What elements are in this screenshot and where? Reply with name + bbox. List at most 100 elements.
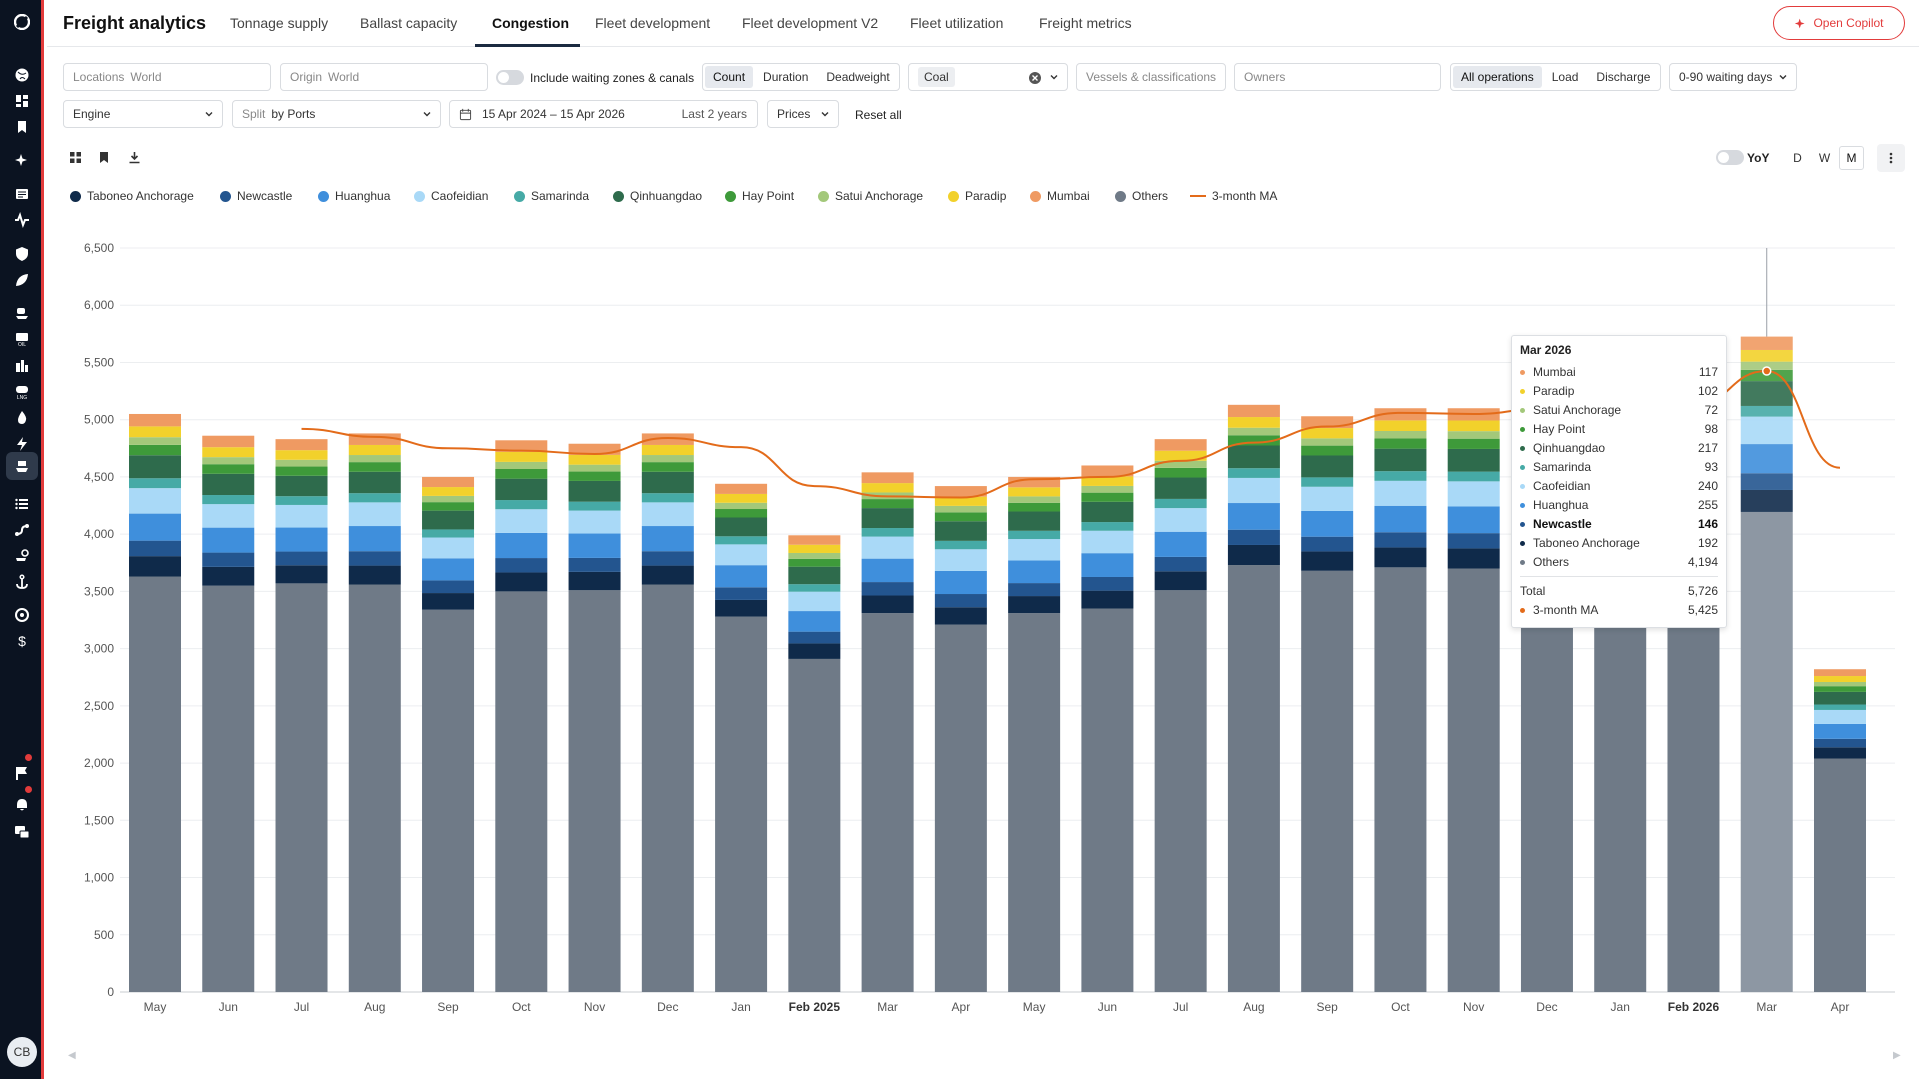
dashboard-icon[interactable] bbox=[0, 88, 44, 114]
bar-segment[interactable] bbox=[641, 526, 694, 552]
bar-segment[interactable] bbox=[715, 517, 768, 537]
bar-segment[interactable] bbox=[1008, 496, 1061, 503]
operation-discharge-option[interactable]: Discharge bbox=[1596, 70, 1651, 84]
bar-segment-others[interactable] bbox=[934, 624, 987, 992]
bar-segment[interactable] bbox=[788, 631, 841, 644]
bar-segment[interactable] bbox=[1154, 571, 1207, 591]
bar-segment[interactable] bbox=[275, 466, 328, 476]
bar-segment[interactable] bbox=[1374, 532, 1427, 548]
yoy-toggle[interactable] bbox=[1716, 150, 1744, 165]
lightning-icon[interactable] bbox=[0, 431, 44, 457]
bar-segment[interactable] bbox=[348, 433, 401, 445]
more-options-button[interactable] bbox=[1877, 144, 1905, 172]
bar-segment[interactable] bbox=[788, 535, 841, 545]
reset-all-button[interactable]: Reset all bbox=[855, 108, 902, 122]
bar-segment-others[interactable] bbox=[1301, 570, 1354, 992]
bar-segment[interactable] bbox=[1154, 556, 1207, 572]
bar-segment[interactable] bbox=[1814, 691, 1866, 705]
bar-segment[interactable] bbox=[129, 478, 181, 489]
bar-segment[interactable] bbox=[1447, 448, 1500, 472]
bar-segment[interactable] bbox=[1008, 530, 1061, 540]
bar-segment[interactable] bbox=[1740, 361, 1793, 370]
bar-segment[interactable] bbox=[641, 502, 694, 527]
bar-segment-others[interactable] bbox=[495, 591, 548, 992]
legend-item[interactable]: Satui Anchorage bbox=[818, 189, 923, 203]
bar-segment[interactable] bbox=[1814, 747, 1866, 759]
bar-segment[interactable] bbox=[1740, 444, 1793, 474]
bar-segment[interactable] bbox=[1301, 536, 1354, 552]
bar-segment[interactable] bbox=[495, 509, 548, 533]
bar-segment[interactable] bbox=[568, 501, 621, 511]
bar-segment[interactable] bbox=[1008, 539, 1061, 561]
bar-segment[interactable] bbox=[1081, 553, 1134, 577]
bar-segment[interactable] bbox=[202, 435, 255, 448]
bar-segment[interactable] bbox=[861, 582, 914, 596]
bar-segment[interactable] bbox=[348, 444, 401, 456]
bar-segment[interactable] bbox=[641, 455, 694, 463]
bar-segment[interactable] bbox=[1081, 590, 1134, 609]
tab-ballast-capacity[interactable]: Ballast capacity bbox=[360, 15, 458, 31]
logo-icon[interactable] bbox=[0, 9, 44, 35]
vessels-classifications-field[interactable]: Vessels & classifications bbox=[1076, 63, 1226, 91]
bar-segment[interactable] bbox=[202, 473, 255, 496]
bar-segment[interactable] bbox=[934, 540, 987, 550]
bar-segment[interactable] bbox=[1301, 445, 1354, 456]
bar-segment[interactable] bbox=[934, 496, 987, 506]
bar-segment[interactable] bbox=[422, 510, 475, 530]
bar-segment[interactable] bbox=[275, 450, 328, 460]
bar-segment[interactable] bbox=[788, 584, 841, 592]
vessel-search-icon[interactable] bbox=[0, 543, 44, 569]
bar-segment[interactable] bbox=[788, 544, 841, 553]
bar-segment[interactable] bbox=[1301, 455, 1354, 478]
bar-segment[interactable] bbox=[129, 437, 181, 445]
bar-segment[interactable] bbox=[1227, 417, 1280, 428]
shield-icon[interactable] bbox=[0, 241, 44, 267]
bar-segment[interactable] bbox=[1081, 492, 1134, 502]
bar-segment[interactable] bbox=[1227, 427, 1280, 436]
bar-segment[interactable] bbox=[495, 461, 548, 469]
bar-segment[interactable] bbox=[1374, 480, 1427, 506]
legend-item[interactable]: Others bbox=[1115, 189, 1168, 203]
legend-item[interactable]: Hay Point bbox=[725, 189, 794, 203]
bar-segment-others[interactable] bbox=[1081, 608, 1134, 992]
bar-segment-others[interactable] bbox=[1814, 758, 1866, 992]
legend-item[interactable]: Huanghua bbox=[318, 189, 390, 203]
bar-segment[interactable] bbox=[495, 532, 548, 559]
bar-segment[interactable] bbox=[568, 464, 621, 472]
bar-segment[interactable] bbox=[861, 558, 914, 583]
bar-segment-others[interactable] bbox=[1008, 613, 1061, 992]
bar-segment[interactable] bbox=[202, 495, 255, 505]
leaf-icon[interactable] bbox=[0, 267, 44, 293]
bar-segment[interactable] bbox=[1301, 416, 1354, 429]
bar-segment[interactable] bbox=[715, 493, 768, 503]
waiting-days-select[interactable]: 0-90 waiting days bbox=[1669, 63, 1797, 91]
legend-item[interactable]: Paradip bbox=[948, 189, 1006, 203]
bar-segment[interactable] bbox=[861, 483, 914, 493]
download-icon[interactable] bbox=[128, 151, 141, 164]
bar-segment[interactable] bbox=[1154, 498, 1207, 509]
bar-segment[interactable] bbox=[1227, 468, 1280, 478]
bar-segment[interactable] bbox=[1374, 430, 1427, 439]
bar-segment[interactable] bbox=[348, 462, 401, 472]
bar-segment[interactable] bbox=[422, 537, 475, 559]
bar-segment[interactable] bbox=[641, 462, 694, 472]
bar-segment[interactable] bbox=[348, 455, 401, 463]
bar-segment[interactable] bbox=[348, 502, 401, 527]
bar-segment[interactable] bbox=[348, 526, 401, 552]
bar-segment[interactable] bbox=[641, 471, 694, 494]
bar-segment[interactable] bbox=[1814, 676, 1866, 682]
bar-segment[interactable] bbox=[495, 451, 548, 462]
oil-icon[interactable]: OIL bbox=[0, 326, 44, 352]
bar-segment-others[interactable] bbox=[568, 590, 621, 992]
bar-segment[interactable] bbox=[934, 505, 987, 513]
bar-segment-others[interactable] bbox=[202, 585, 255, 992]
bar-segment[interactable] bbox=[934, 512, 987, 522]
bar-segment[interactable] bbox=[422, 529, 475, 538]
bar-segment-others[interactable] bbox=[129, 576, 181, 992]
bar-segment[interactable] bbox=[1814, 681, 1866, 687]
bar-segment[interactable] bbox=[934, 521, 987, 541]
bar-segment[interactable] bbox=[934, 570, 987, 595]
bar-segment[interactable] bbox=[129, 426, 181, 438]
bar-segment[interactable] bbox=[1154, 477, 1207, 499]
bar-segment[interactable] bbox=[348, 551, 401, 566]
